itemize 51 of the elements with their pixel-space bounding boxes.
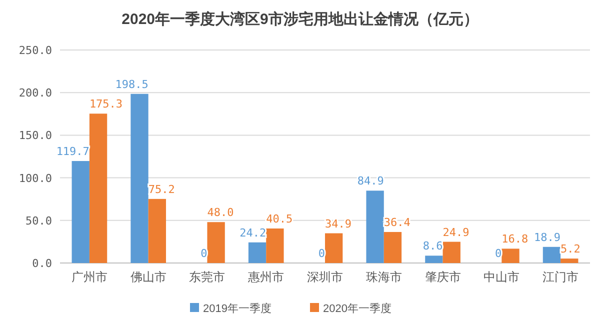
data-label: 18.9: [534, 230, 561, 244]
data-label: 5.2: [560, 242, 580, 256]
bar: [148, 198, 166, 263]
bar: [366, 190, 384, 263]
data-label: 24.2: [240, 226, 266, 240]
y-tick-label: 100.0: [18, 172, 52, 185]
bar: [560, 258, 578, 263]
x-tick-label: 中山市: [484, 270, 520, 284]
data-label: 119.7: [56, 145, 90, 158]
x-tick-label: 肇庆市: [424, 270, 461, 284]
y-tick-label: 50.0: [26, 214, 52, 228]
legend-label: 2019年一季度: [203, 302, 272, 315]
y-tick-label: 0.0: [32, 257, 52, 270]
data-label: 8.6: [422, 240, 443, 253]
data-label: 40.5: [266, 212, 293, 226]
x-tick-label: 广州市: [71, 270, 108, 284]
y-tick-label: 250.0: [18, 44, 52, 57]
data-label: 0: [495, 247, 502, 260]
data-label: 198.5: [115, 78, 148, 91]
x-tick-label: 珠海市: [366, 270, 402, 284]
data-label: 36.4: [384, 216, 411, 229]
data-label: 175.3: [89, 98, 123, 111]
data-label: 24.9: [442, 226, 470, 239]
bar: [248, 242, 266, 263]
chart-title: 2020年一季度大湾区9市涉宅用地出让金情况（亿元）: [122, 10, 478, 28]
bar: [89, 114, 108, 263]
bar: [130, 94, 148, 263]
data-label: 84.9: [357, 174, 384, 188]
x-tick-label: 东莞市: [189, 270, 226, 284]
x-tick-label: 惠州市: [247, 270, 284, 284]
x-tick-label: 佛山市: [130, 270, 166, 284]
y-tick-label: 150.0: [18, 129, 52, 142]
bar: [72, 161, 90, 263]
bar: [442, 242, 460, 263]
bar: [542, 246, 561, 263]
bar: [502, 248, 520, 263]
bar: [325, 233, 343, 263]
bar: [207, 222, 225, 263]
data-label: 0: [200, 247, 208, 260]
legend-label: 2020年一季度: [323, 302, 392, 315]
x-tick-label: 深圳市: [307, 270, 343, 284]
data-label: 34.9: [325, 217, 352, 230]
data-label: 48.0: [207, 206, 234, 220]
bar: [425, 256, 443, 263]
y-tick-label: 200.0: [18, 86, 52, 100]
bar: [266, 228, 284, 263]
bar: [384, 232, 402, 263]
data-label: 0: [318, 247, 325, 260]
x-tick-label: 江门市: [542, 270, 579, 284]
data-label: 75.2: [148, 182, 175, 196]
data-label: 16.8: [502, 232, 528, 246]
